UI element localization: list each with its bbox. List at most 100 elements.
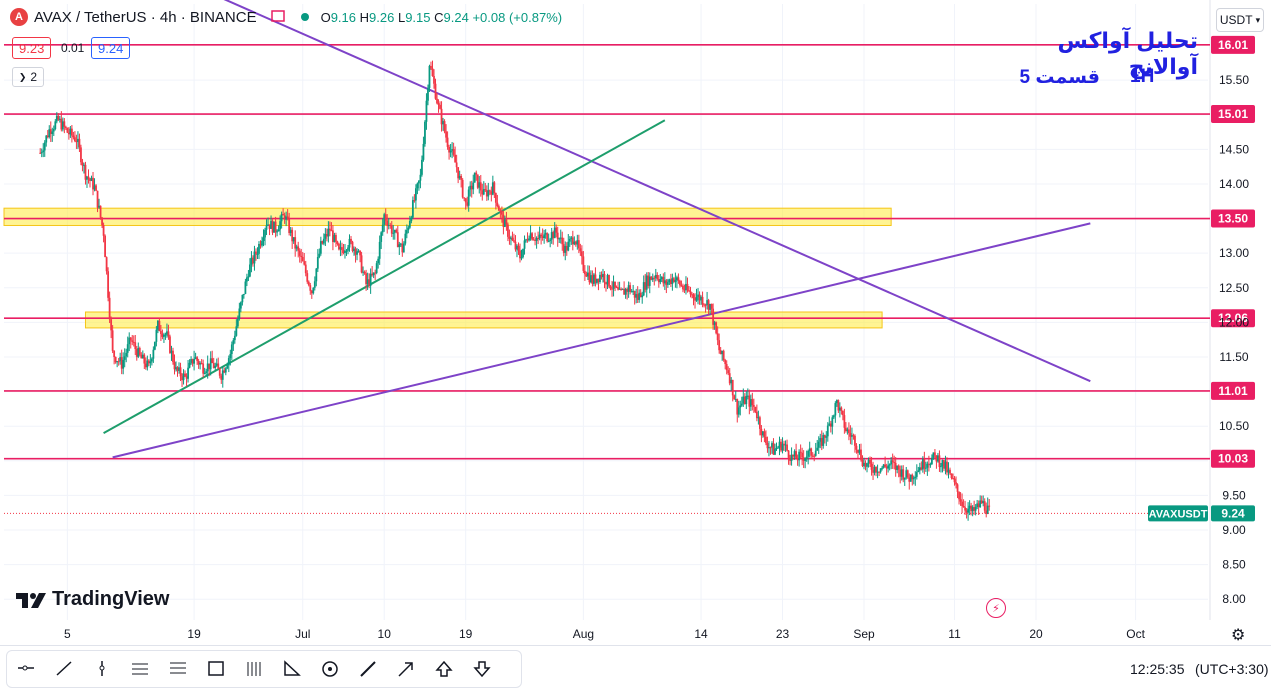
candle-body [888,464,891,466]
candle-body [494,193,497,203]
candle-body [826,425,829,437]
candle-body [259,243,262,246]
arrow-icon[interactable] [387,652,425,686]
triangle-pattern-icon[interactable] [273,652,311,686]
candle-body [694,297,696,301]
candle-body [774,448,776,455]
candle-body [837,400,840,411]
high-value: 9.26 [369,9,395,25]
annotation-timeframe[interactable]: 1H [1130,66,1155,87]
candle-body [666,282,669,285]
candle-body [816,447,819,451]
candle-body [769,447,772,449]
indicators-toggle[interactable]: ❯ 2 [12,67,44,87]
symbol-title[interactable]: AVAX / TetherUS · 4h · BINANCE [34,8,257,26]
candle-body [559,237,562,239]
candle-body [338,243,340,250]
horizontal-ray-icon[interactable] [7,652,45,686]
candle-body [844,427,847,432]
y-axis[interactable]: 8.00 8.50 9.00 9.50 10.50 11.50 12.00 12.50 13.0… [1219,73,1249,606]
candle-body [292,237,295,242]
candle-body [956,484,959,492]
candle-body [202,363,205,374]
candle-body [455,162,458,168]
candle-body [908,477,911,482]
candle-body [166,331,168,335]
candle-body [54,121,57,129]
candle-body [897,465,900,470]
tradingview-logo[interactable]: TradingView [16,588,169,611]
candle-body [855,445,858,450]
candle-body [499,210,502,212]
candle-body [488,190,491,192]
annotation-part[interactable]: قسمت 5 [1019,67,1100,88]
candle-body [784,444,787,446]
arrow-up-icon[interactable] [425,652,463,686]
candle-body [439,104,441,109]
currency-select[interactable]: USDT ▾ [1216,8,1264,32]
candle-body [743,396,746,405]
candle-body [138,347,141,355]
candle-body [206,363,209,372]
candle-body [327,228,330,237]
candle-body [737,407,740,415]
x-axis[interactable]: 5 19 Jul 10 19 Aug 14 23 Sep 11 20 Oct [64,627,1146,641]
candle-body [372,272,375,276]
candle-body [642,282,645,296]
y-tick-label: 14.50 [1219,142,1249,156]
arrow-down-icon[interactable] [463,652,501,686]
candle-body [339,247,342,250]
candle-body [134,342,137,350]
candle-body [217,363,220,369]
candle-body [698,294,701,301]
candle-body [80,147,82,163]
candle-body [618,288,621,290]
candle-body [733,395,736,400]
candle-body [813,455,816,457]
rectangle-icon[interactable] [197,652,235,686]
candle-body [674,280,677,282]
candle-body [280,214,283,222]
trend-line-icon[interactable] [45,652,83,686]
candle-body [104,235,106,258]
candle-body [683,289,686,291]
level-label: 16.01 [1218,38,1248,52]
candle-body [48,129,51,138]
annotation-title[interactable]: تحلیل آواکس آوالانچ [1057,28,1198,79]
brush-icon[interactable] [349,652,387,686]
candle-body [194,357,197,359]
candle-body [368,279,371,286]
candle-body [105,257,108,272]
fib-retracement-icon[interactable] [159,652,197,686]
candle-body [848,429,850,434]
candle-body [893,462,896,464]
candle-body [491,182,494,195]
timezone-button[interactable]: (UTC+3:30) [1195,661,1269,677]
candle-body [344,250,346,254]
candle-body [799,451,802,453]
lightning-icon[interactable]: ⚡ [986,598,1006,618]
candle-body [894,462,897,470]
candle-body [505,219,508,225]
candle-body [858,449,861,453]
candle-body [164,334,167,336]
settings-gear-icon[interactable]: ⚙ [1231,627,1246,644]
parallel-channel-icon[interactable] [121,652,159,686]
candle-body [147,360,150,364]
candle-body [544,233,547,235]
candle-body [98,205,100,208]
vertical-line-icon[interactable] [83,652,121,686]
candle-body [285,216,288,220]
candle-body [264,229,266,238]
candle-body [107,271,110,298]
candle-body [113,350,116,358]
circle-icon[interactable] [311,652,349,686]
candle-body [449,150,452,153]
long-position-icon[interactable] [235,652,273,686]
fullscreen-icon[interactable] [270,9,285,26]
buy-button[interactable]: 9.24 [91,37,131,59]
sell-button[interactable]: 9.23 [12,37,52,59]
candle-body [796,458,799,461]
